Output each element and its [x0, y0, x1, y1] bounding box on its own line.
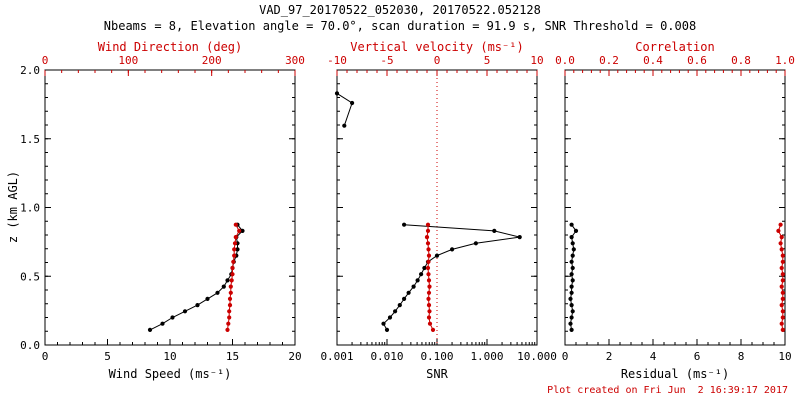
svg-text:10: 10: [778, 350, 791, 363]
svg-text:10: 10: [163, 350, 176, 363]
svg-text:-5: -5: [380, 54, 393, 67]
svg-text:0: 0: [434, 54, 441, 67]
plot-created-timestamp: Plot created on Fri Jun 2 16:39:17 2017: [547, 385, 788, 396]
svg-text:200: 200: [202, 54, 222, 67]
svg-text:0.001: 0.001: [320, 350, 353, 363]
residual-line: [569, 224, 577, 330]
svg-text:0: 0: [562, 350, 569, 363]
svg-text:-10: -10: [327, 54, 347, 67]
plot-title: VAD_97_20170522_052030, 20170522.052128: [259, 3, 541, 17]
svg-text:5: 5: [484, 54, 491, 67]
svg-text:1.5: 1.5: [20, 133, 40, 146]
svg-text:8: 8: [738, 350, 745, 363]
svg-text:300: 300: [285, 54, 305, 67]
snr-axis-label: SNR: [426, 367, 448, 381]
svg-text:2: 2: [606, 350, 613, 363]
svg-text:2.0: 2.0: [20, 64, 40, 77]
svg-text:0.6: 0.6: [687, 54, 707, 67]
svg-text:0.4: 0.4: [643, 54, 663, 67]
svg-text:0: 0: [42, 54, 49, 67]
svg-text:20: 20: [288, 350, 301, 363]
svg-text:0.5: 0.5: [20, 270, 40, 283]
svg-text:100: 100: [118, 54, 138, 67]
z-axis-label: z (km AGL): [6, 170, 20, 244]
svg-text:0: 0: [42, 350, 49, 363]
plot-subtitle: Nbeams = 8, Elevation angle = 70.0°, sca…: [103, 19, 697, 33]
svg-text:15: 15: [226, 350, 239, 363]
correlation-axis-label: Correlation: [635, 40, 715, 54]
vertical-velocity-line: [426, 224, 434, 331]
svg-text:1.0: 1.0: [775, 54, 795, 67]
residual-axis-label: Residual (ms⁻¹): [620, 367, 730, 381]
svg-text:10: 10: [530, 54, 543, 67]
svg-text:1.000: 1.000: [470, 350, 503, 363]
svg-text:0.100: 0.100: [420, 350, 453, 363]
svg-text:5: 5: [104, 350, 111, 363]
residual-panel: 0 2 4 6 8 10 0.0 0.2 0.4 0.6 0.8 1.0: [555, 54, 795, 363]
correlation-line: [777, 224, 784, 330]
svg-text:0.2: 0.2: [599, 54, 619, 67]
svg-text:0.0: 0.0: [20, 339, 40, 352]
svg-text:0.010: 0.010: [370, 350, 403, 363]
snr-panel: 0.001 0.010 0.100 1.000 10.000 -10 -5 0 5 10: [320, 54, 556, 363]
svg-text:4: 4: [650, 350, 657, 363]
wind-direction-axis-label: Wind Direction (deg): [97, 40, 243, 54]
svg-text:6: 6: [694, 350, 701, 363]
svg-text:0.0: 0.0: [555, 54, 575, 67]
wind-speed-line: [149, 224, 244, 331]
snr-upper-line: [336, 92, 353, 126]
vertical-velocity-axis-label: Vertical velocity (ms⁻¹): [350, 40, 524, 54]
snr-line: [382, 224, 520, 331]
svg-text:1.0: 1.0: [20, 202, 40, 215]
svg-text:10.000: 10.000: [517, 350, 557, 363]
svg-text:0.8: 0.8: [731, 54, 751, 67]
wind-speed-axis-label: Wind Speed (ms⁻¹): [108, 367, 232, 381]
